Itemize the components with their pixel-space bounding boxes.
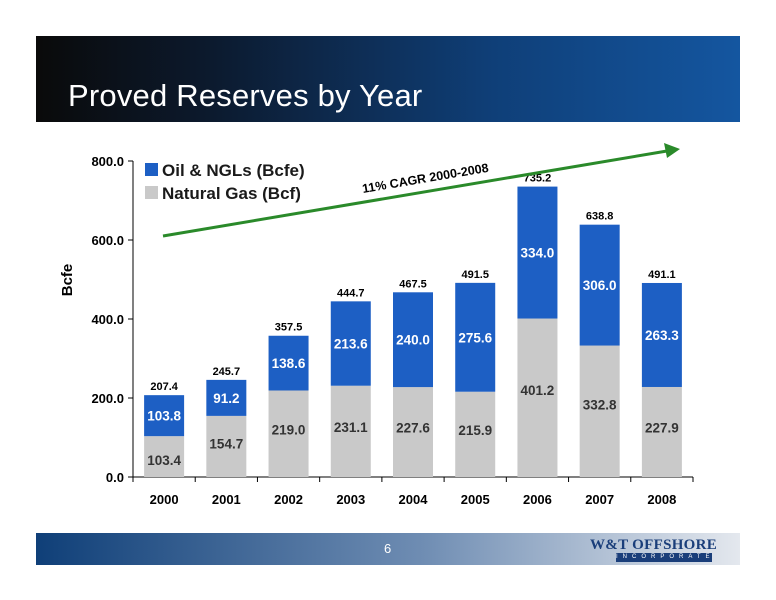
gas-value-label: 219.0 [272, 422, 306, 437]
x-tick-label: 2007 [585, 492, 614, 507]
bar-natural-gas [579, 345, 620, 477]
logo-wordmark: W&T OFFSHORE [590, 537, 718, 553]
oil-value-label: 263.3 [645, 328, 679, 343]
y-tick-label: 0.0 [106, 470, 124, 485]
gas-value-label: 154.7 [209, 436, 243, 451]
y-axis-label: Bcfe [59, 264, 76, 297]
oil-value-label: 334.0 [521, 246, 555, 261]
gas-value-label: 103.4 [147, 453, 181, 468]
x-tick-label: 2000 [150, 492, 179, 507]
y-tick-label: 600.0 [91, 233, 124, 248]
y-tick-label: 800.0 [91, 154, 124, 169]
legend-swatch [145, 163, 158, 176]
oil-value-label: 213.6 [334, 337, 368, 352]
bar-natural-gas [517, 318, 558, 477]
bar-natural-gas [455, 391, 496, 477]
company-logo: W&T OFFSHORE INCORPORATED [590, 537, 720, 563]
bar-oil-ngls [206, 379, 247, 416]
bar-oil-ngls [579, 224, 620, 346]
total-value-label: 207.4 [150, 381, 178, 393]
x-tick-label: 2006 [523, 492, 552, 507]
x-tick-label: 2002 [274, 492, 303, 507]
y-tick-label: 400.0 [91, 312, 124, 327]
cagr-arrow-line [162, 149, 668, 238]
gas-value-label: 227.6 [396, 421, 430, 436]
oil-value-label: 138.6 [272, 356, 306, 371]
logo-subtitle: INCORPORATED [616, 553, 712, 562]
total-value-label: 245.7 [213, 366, 241, 378]
oil-value-label: 91.2 [213, 391, 239, 406]
bar-oil-ngls [330, 301, 371, 386]
bar-natural-gas [641, 386, 682, 477]
gas-value-label: 332.8 [583, 398, 617, 413]
page-title: Proved Reserves by Year [68, 78, 423, 113]
bar-oil-ngls [455, 282, 496, 392]
bar-oil-ngls [268, 335, 309, 391]
bar-oil-ngls [517, 186, 558, 319]
bar-natural-gas [393, 387, 433, 477]
total-value-label: 357.5 [275, 322, 303, 334]
bar-oil-ngls [641, 282, 682, 387]
x-tick-label: 2003 [336, 492, 365, 507]
x-tick-label: 2004 [399, 492, 429, 507]
bar-oil-ngls [144, 395, 185, 437]
bar-natural-gas [144, 436, 185, 477]
title-banner [36, 36, 740, 122]
oil-value-label: 275.6 [458, 330, 492, 345]
cagr-arrow-head [664, 143, 680, 158]
gas-value-label: 401.2 [521, 383, 555, 398]
total-value-label: 444.7 [337, 287, 365, 299]
legend-label: Natural Gas (Bcf) [162, 184, 301, 203]
total-value-label: 491.1 [648, 269, 676, 281]
gas-value-label: 227.9 [645, 420, 679, 435]
total-value-label: 638.8 [586, 211, 614, 223]
total-value-label: 735.2 [524, 173, 552, 185]
page-number: 6 [384, 541, 392, 556]
oil-value-label: 240.0 [396, 333, 430, 348]
x-tick-label: 2005 [461, 492, 490, 507]
bar-natural-gas [330, 385, 371, 477]
y-tick-label: 200.0 [91, 391, 124, 406]
legend-swatch [145, 186, 158, 199]
bar-natural-gas [206, 415, 247, 477]
total-value-label: 491.5 [461, 269, 489, 281]
bar-natural-gas [268, 390, 309, 477]
oil-value-label: 306.0 [583, 278, 617, 293]
legend-label: Oil & NGLs (Bcfe) [162, 161, 305, 180]
total-value-label: 467.5 [399, 278, 427, 290]
x-tick-label: 2001 [212, 492, 241, 507]
x-tick-label: 2008 [647, 492, 676, 507]
gas-value-label: 231.1 [334, 420, 368, 435]
oil-value-label: 103.8 [147, 409, 181, 424]
gas-value-label: 215.9 [458, 423, 492, 438]
bar-oil-ngls [393, 292, 433, 388]
